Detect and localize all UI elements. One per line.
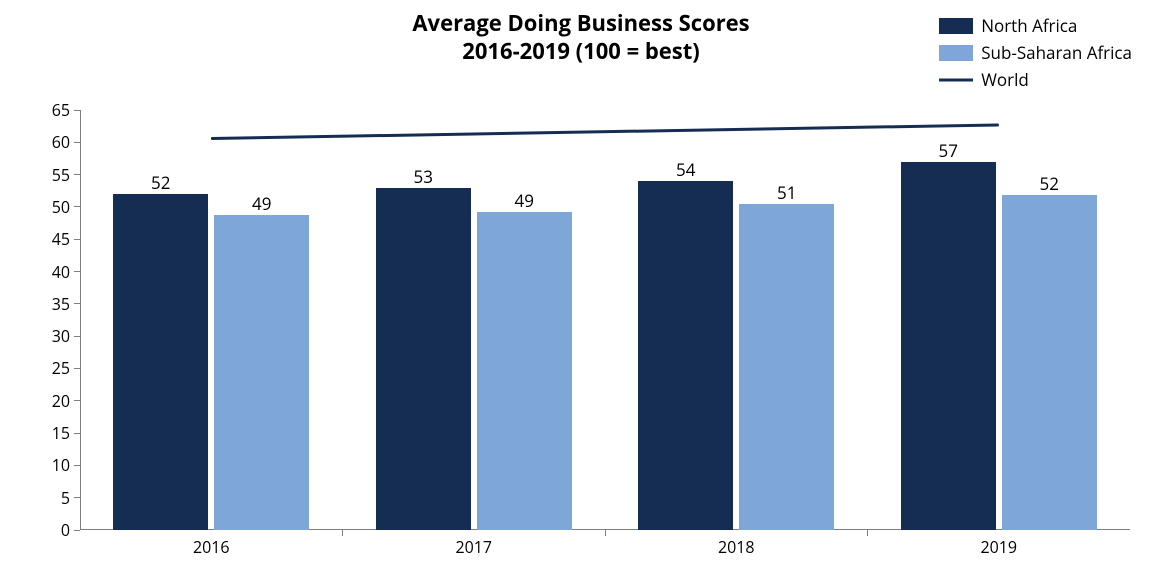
y-tick-mark	[74, 530, 80, 531]
world-line	[211, 123, 999, 140]
legend-swatch-north-africa	[939, 18, 973, 34]
y-tick-label: 0	[61, 519, 70, 541]
y-tick-label: 30	[52, 325, 70, 347]
bar-sub-saharan-africa	[477, 212, 572, 530]
bar-north-africa	[638, 181, 733, 530]
bar-label-sub-saharan-africa: 49	[252, 192, 271, 215]
y-tick-mark	[74, 110, 80, 111]
y-tick-label: 35	[52, 293, 70, 315]
bar-label-sub-saharan-africa: 52	[1040, 172, 1059, 195]
y-tick-mark	[74, 465, 80, 466]
bar-label-sub-saharan-africa: 49	[515, 189, 534, 212]
bar-sub-saharan-africa	[214, 215, 309, 530]
x-tick-mark	[867, 530, 868, 536]
legend: North Africa Sub-Saharan Africa World	[939, 14, 1132, 91]
y-tick-mark	[74, 239, 80, 240]
y-tick-mark	[74, 303, 80, 304]
bar-north-africa	[113, 194, 208, 530]
y-tick-label: 50	[52, 196, 70, 218]
y-tick-mark	[74, 400, 80, 401]
y-tick-label: 15	[52, 422, 70, 444]
y-tick-label: 45	[52, 228, 70, 250]
bar-north-africa	[901, 162, 996, 530]
y-tick-label: 5	[61, 487, 70, 509]
legend-label-sub-saharan-africa: Sub-Saharan Africa	[981, 41, 1132, 64]
y-tick-mark	[74, 174, 80, 175]
legend-label-world: World	[981, 68, 1029, 91]
x-tick-label: 2018	[718, 536, 755, 558]
x-tick-label: 2019	[980, 536, 1017, 558]
y-tick-label: 60	[52, 131, 70, 153]
y-tick-mark	[74, 206, 80, 207]
bar-label-north-africa: 52	[151, 171, 170, 194]
bar-sub-saharan-africa	[1002, 195, 1097, 530]
y-tick-label: 25	[52, 357, 70, 379]
bar-label-north-africa: 53	[414, 165, 433, 188]
y-tick-mark	[74, 271, 80, 272]
bar-sub-saharan-africa	[739, 204, 834, 530]
plot-area: 0510152025303540455055606520162017201820…	[80, 110, 1130, 530]
y-tick-mark	[74, 433, 80, 434]
y-tick-mark	[74, 142, 80, 143]
bar-label-north-africa: 54	[676, 158, 695, 181]
bar-label-north-africa: 57	[939, 139, 958, 162]
y-tick-mark	[74, 497, 80, 498]
y-axis-line	[80, 110, 81, 530]
legend-item-world: World	[939, 68, 1132, 91]
legend-item-sub-saharan-africa: Sub-Saharan Africa	[939, 41, 1132, 64]
legend-swatch-sub-saharan-africa	[939, 45, 973, 61]
y-tick-label: 20	[52, 390, 70, 412]
y-tick-mark	[74, 336, 80, 337]
x-tick-mark	[342, 530, 343, 536]
y-tick-label: 10	[52, 454, 70, 476]
x-tick-label: 2016	[193, 536, 230, 558]
y-tick-mark	[74, 368, 80, 369]
chart-container: Average Doing Business Scores 2016-2019 …	[0, 0, 1162, 581]
y-tick-label: 55	[52, 164, 70, 186]
bar-label-sub-saharan-africa: 51	[777, 181, 796, 204]
x-tick-mark	[605, 530, 606, 536]
legend-label-north-africa: North Africa	[981, 14, 1077, 37]
x-tick-label: 2017	[455, 536, 492, 558]
y-tick-label: 40	[52, 261, 70, 283]
y-tick-label: 65	[52, 99, 70, 121]
legend-item-north-africa: North Africa	[939, 14, 1132, 37]
bar-north-africa	[376, 188, 471, 530]
legend-swatch-world	[939, 72, 973, 88]
